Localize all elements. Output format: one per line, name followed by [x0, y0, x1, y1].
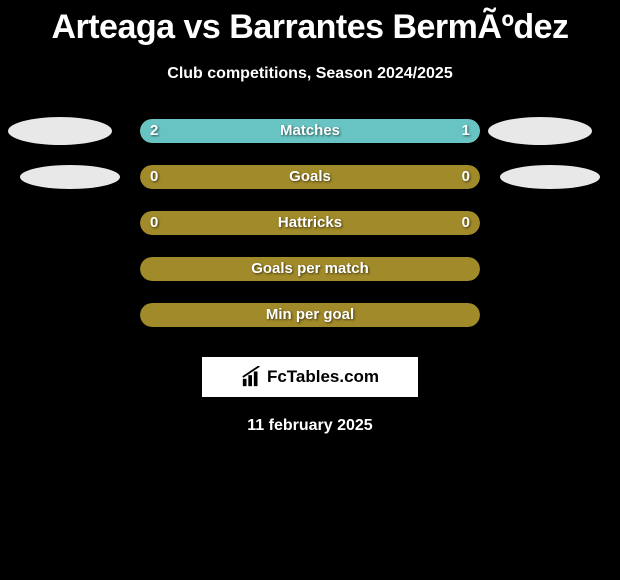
stat-bar: Hattricks0 0 [140, 211, 480, 235]
stat-bar: Min per goal [140, 303, 480, 327]
player-right-icon [500, 165, 600, 189]
stats-area: Matches21Goals00Hattricks00Goals per mat… [0, 119, 620, 349]
stat-row: Goals0 0 [0, 165, 620, 211]
page-title: Arteaga vs Barrantes BermÃºdez [0, 8, 620, 47]
stat-bar: Goals0 0 [140, 165, 480, 189]
bar-chart-icon [241, 366, 263, 388]
date-label: 11 february 2025 [0, 417, 620, 435]
stat-row: Hattricks0 0 [0, 211, 620, 257]
metric-label: Min per goal [140, 303, 480, 327]
metric-label: Goals per match [140, 257, 480, 281]
stat-row: Goals per match [0, 257, 620, 303]
stat-row: Matches2 1 [0, 119, 620, 165]
stat-row: Min per goal [0, 303, 620, 349]
value-right: 0 [462, 165, 470, 189]
player-left-icon [20, 165, 120, 189]
metric-label: Goals [140, 165, 480, 189]
player-left-icon [8, 117, 112, 145]
value-left: 2 [150, 119, 158, 143]
logo: FcTables.com [241, 366, 379, 388]
stat-bar: Goals per match [140, 257, 480, 281]
stat-bar: Matches2 1 [140, 119, 480, 143]
player-right-icon [488, 117, 592, 145]
metric-label: Matches [140, 119, 480, 143]
value-right: 1 [462, 119, 470, 143]
season-subtitle: Club competitions, Season 2024/2025 [0, 65, 620, 83]
logo-text: FcTables.com [267, 367, 379, 387]
metric-label: Hattricks [140, 211, 480, 235]
value-right: 0 [462, 211, 470, 235]
value-left: 0 [150, 211, 158, 235]
value-left: 0 [150, 165, 158, 189]
comparison-infographic: Arteaga vs Barrantes BermÃºdez Club comp… [0, 0, 620, 435]
logo-box: FcTables.com [202, 357, 418, 397]
